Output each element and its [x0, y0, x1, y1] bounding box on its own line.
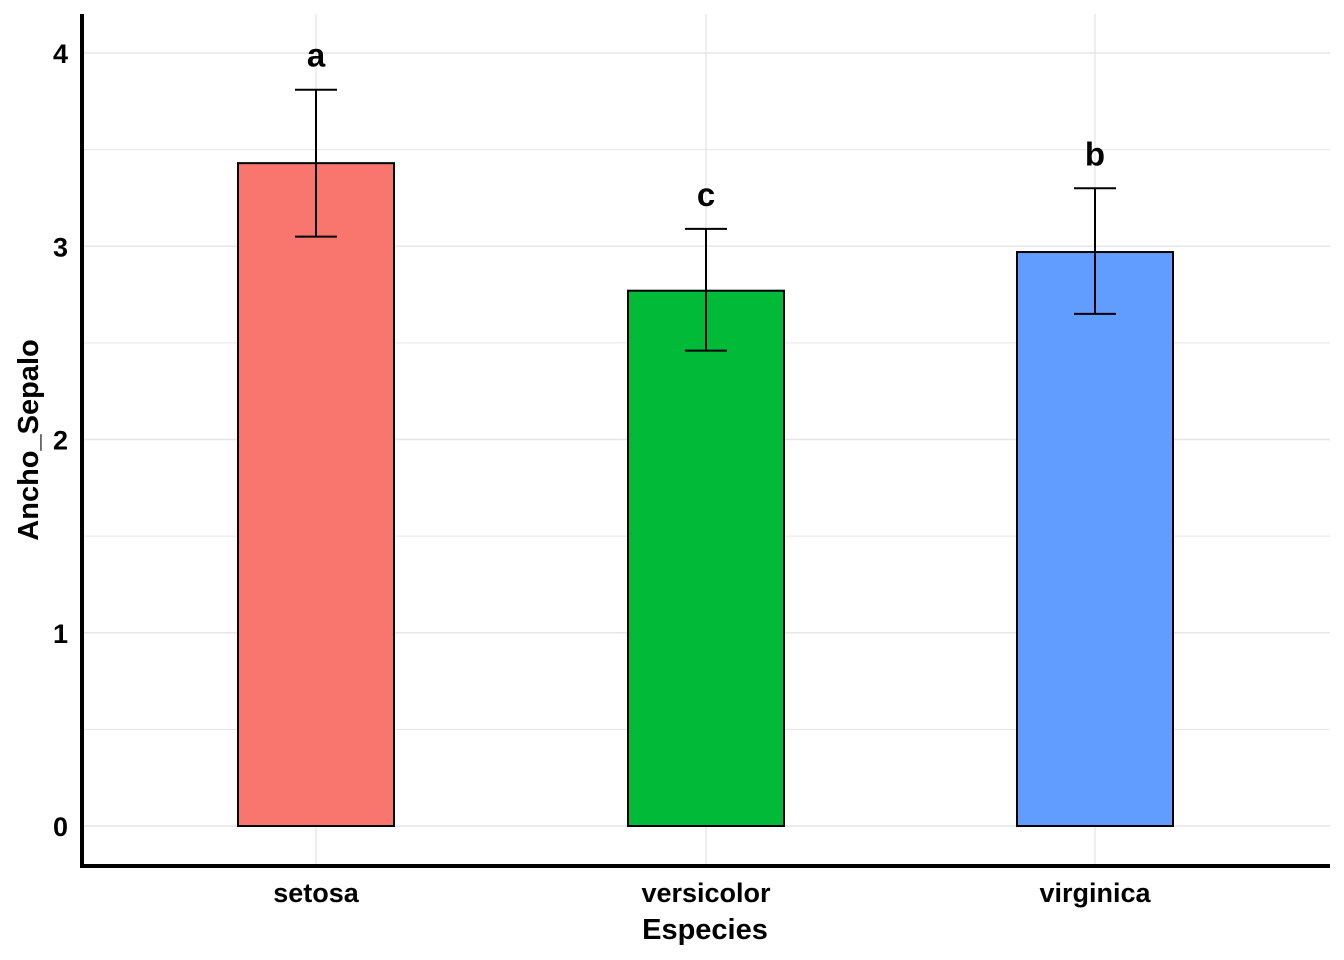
- x-tick-label-setosa: setosa: [273, 878, 360, 908]
- tick-labels: setosa versicolor virginica 0 1 2 3 4: [53, 39, 1152, 908]
- bar-virginica: [1016, 251, 1174, 828]
- significance-label-setosa: a: [307, 37, 326, 74]
- y-tick-label: 1: [53, 619, 68, 649]
- x-tick-label-virginica: virginica: [1039, 878, 1151, 908]
- y-tick-label: 2: [53, 426, 68, 456]
- bar-versicolor: [627, 289, 785, 827]
- bars: [237, 162, 1174, 828]
- significance-labels: a c b: [307, 37, 1105, 213]
- y-tick-label: 4: [53, 39, 68, 69]
- axes: [80, 14, 1330, 868]
- y-tick-label: 0: [53, 812, 68, 842]
- x-axis-title: Especies: [642, 914, 768, 946]
- significance-label-virginica: b: [1085, 135, 1105, 172]
- significance-label-versicolor: c: [697, 176, 715, 213]
- x-tick-label-versicolor: versicolor: [641, 878, 771, 908]
- y-tick-label: 3: [53, 232, 68, 262]
- y-axis-title: Ancho_Sepalo: [13, 339, 45, 540]
- bar-setosa: [237, 162, 395, 827]
- error-bars: [295, 88, 1116, 352]
